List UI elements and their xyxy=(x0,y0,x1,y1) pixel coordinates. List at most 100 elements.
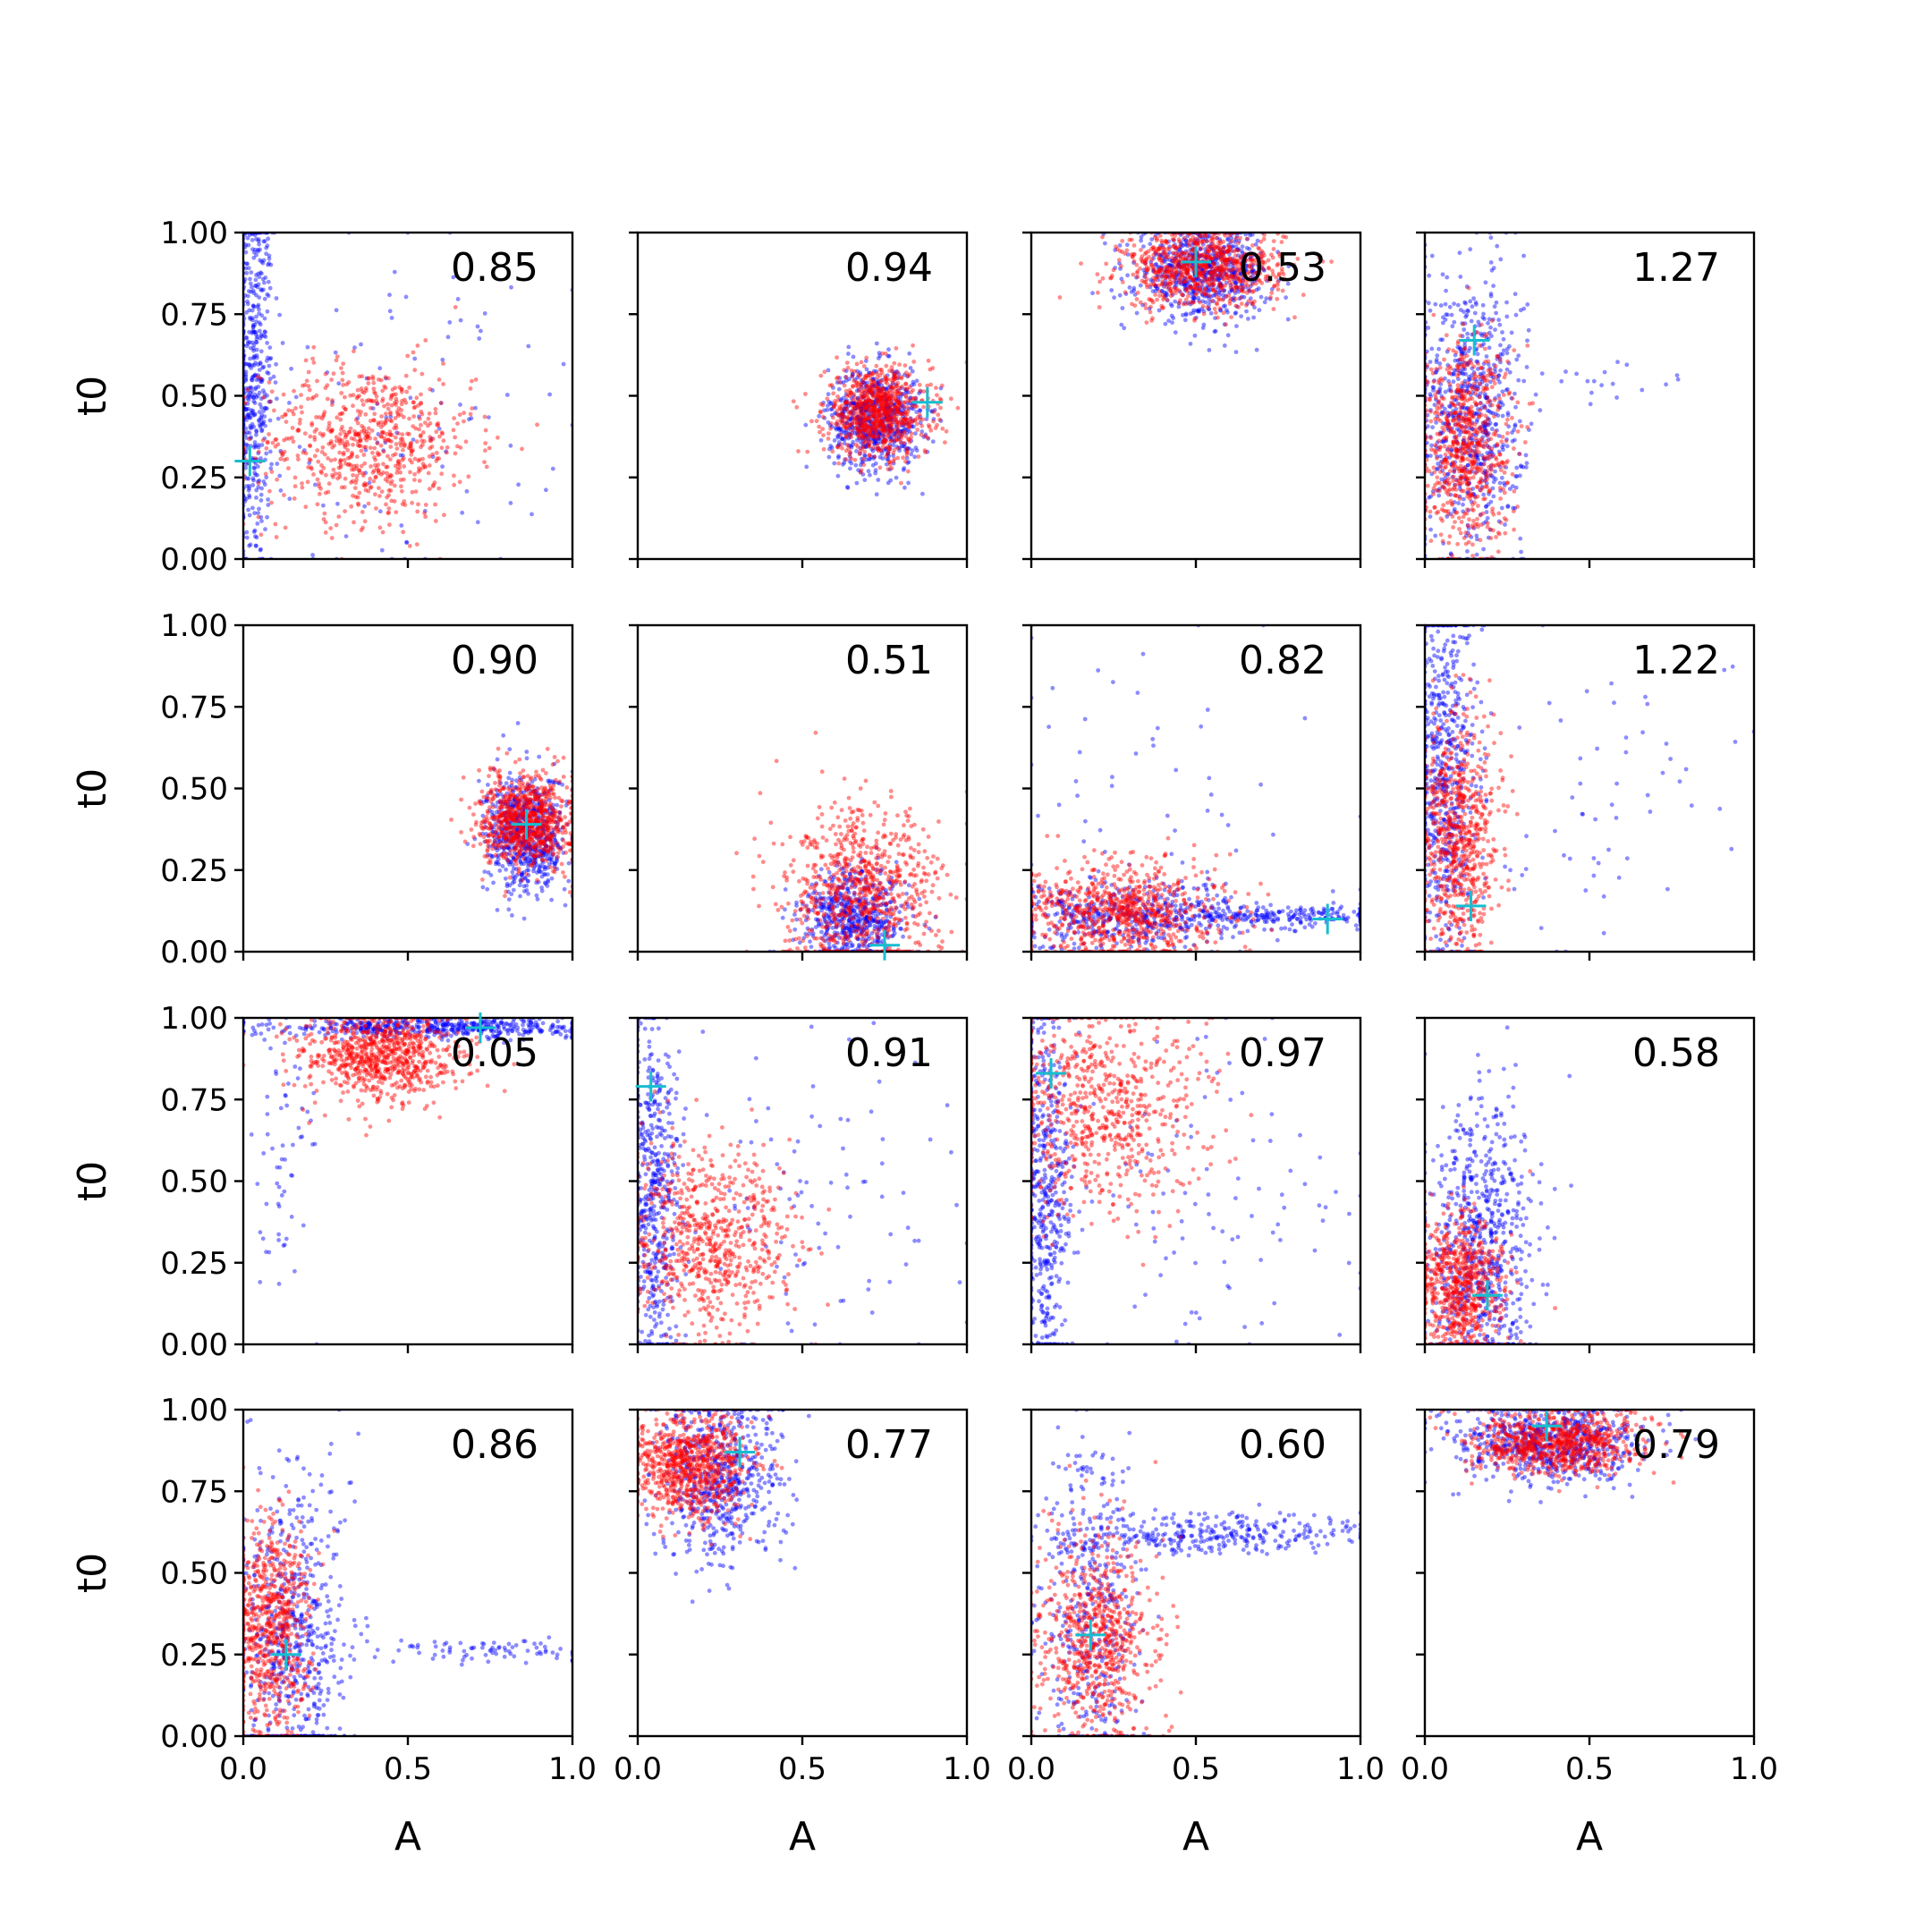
scatter-point xyxy=(888,407,894,412)
scatter-point xyxy=(898,405,903,411)
scatter-point xyxy=(427,411,432,416)
scatter-point xyxy=(1158,253,1164,258)
scatter-point xyxy=(844,401,850,406)
scatter-point xyxy=(332,443,337,448)
scatter-point xyxy=(392,483,397,488)
scatter-point xyxy=(1195,284,1200,289)
scatter-point xyxy=(1160,292,1165,298)
scatter-point xyxy=(1513,424,1518,428)
scatter-point xyxy=(266,236,271,242)
scatter-point xyxy=(854,361,860,367)
scatter-point xyxy=(853,399,859,404)
scatter-point xyxy=(345,442,351,447)
scatter-point xyxy=(885,414,890,419)
scatter-point xyxy=(1224,308,1229,312)
scatter-point xyxy=(911,343,915,348)
scatter-point xyxy=(1186,267,1191,273)
scatter-point xyxy=(893,377,898,381)
scatter-point xyxy=(262,394,267,400)
scatter-point xyxy=(894,419,899,423)
scatter-point xyxy=(260,365,266,370)
scatter-point xyxy=(1500,389,1505,394)
scatter-point xyxy=(268,356,274,360)
scatter-point xyxy=(1460,352,1465,357)
scatter-point xyxy=(1285,317,1291,322)
scatter-point xyxy=(1196,254,1201,259)
scatter-point xyxy=(440,357,445,362)
scatter-point xyxy=(871,413,876,419)
scatter-point xyxy=(384,502,388,507)
scatter-point xyxy=(874,429,879,434)
scatter-point xyxy=(407,544,412,548)
scatter-point xyxy=(902,411,907,415)
scatter-point xyxy=(259,443,265,447)
scatter-point xyxy=(1237,239,1241,243)
scatter-point xyxy=(882,423,886,428)
scatter-point xyxy=(1207,296,1211,301)
scatter-point xyxy=(1433,370,1438,376)
scatter-point xyxy=(1171,258,1175,264)
scatter-point xyxy=(1245,291,1250,295)
scatter-point xyxy=(397,465,402,470)
scatter-point xyxy=(1257,267,1262,271)
scatter-point xyxy=(1217,237,1223,242)
scatter-point xyxy=(1443,438,1448,443)
scatter-point xyxy=(259,379,265,385)
scatter-point xyxy=(1182,242,1188,247)
scatter-point xyxy=(389,393,394,398)
scatter-point xyxy=(550,466,555,471)
scatter-point xyxy=(248,423,253,428)
scatter-point xyxy=(883,426,888,431)
scatter-point xyxy=(904,394,909,400)
scatter-point xyxy=(916,454,921,459)
scatter-point xyxy=(889,415,894,420)
scatter-point xyxy=(877,373,883,377)
scatter-point xyxy=(825,396,830,402)
scatter-point xyxy=(1163,250,1167,255)
scatter-point xyxy=(1462,452,1466,456)
scatter-point xyxy=(1275,283,1280,288)
scatter-point xyxy=(1161,247,1166,251)
scatter-point xyxy=(879,394,885,400)
scatter-point xyxy=(1480,379,1485,385)
scatter-point xyxy=(1168,301,1174,307)
scatter-point xyxy=(861,438,866,444)
scatter-point xyxy=(1165,298,1170,303)
scatter-point xyxy=(931,417,936,421)
scatter-point xyxy=(1271,307,1276,311)
scatter-point xyxy=(841,415,845,419)
scatter-point xyxy=(1213,316,1217,320)
scatter-point xyxy=(1200,263,1206,268)
scatter-point xyxy=(415,509,420,514)
scatter-point xyxy=(1226,258,1231,263)
scatter-point xyxy=(1199,278,1205,284)
scatter-point xyxy=(1221,268,1225,274)
scatter-point xyxy=(387,432,393,437)
scatter-point xyxy=(899,392,904,397)
scatter-point xyxy=(1195,283,1200,287)
scatter-point xyxy=(1246,299,1251,304)
scatter-point xyxy=(1178,233,1183,238)
scatter-point xyxy=(437,434,442,439)
scatter-point xyxy=(1167,288,1173,293)
scatter-point xyxy=(848,422,853,428)
scatter-point xyxy=(869,402,874,408)
scatter-point xyxy=(1213,328,1218,334)
scatter-point xyxy=(1233,281,1239,285)
scatter-point xyxy=(1440,337,1445,343)
scatter-point xyxy=(1155,275,1160,280)
scatter-point xyxy=(453,305,458,309)
scatter-point xyxy=(1475,442,1480,447)
scatter-point xyxy=(848,417,853,422)
scatter-point xyxy=(868,417,872,422)
scatter-point xyxy=(413,489,419,494)
scatter-point xyxy=(249,411,254,416)
scatter-point xyxy=(1232,288,1237,293)
scatter-point xyxy=(333,471,338,476)
scatter-point xyxy=(308,444,312,448)
scatter-point xyxy=(1480,429,1486,435)
scatter-point xyxy=(1215,253,1220,258)
scatter-point xyxy=(395,459,401,464)
scatter-point xyxy=(1151,247,1157,252)
scatter-point xyxy=(1234,267,1240,272)
